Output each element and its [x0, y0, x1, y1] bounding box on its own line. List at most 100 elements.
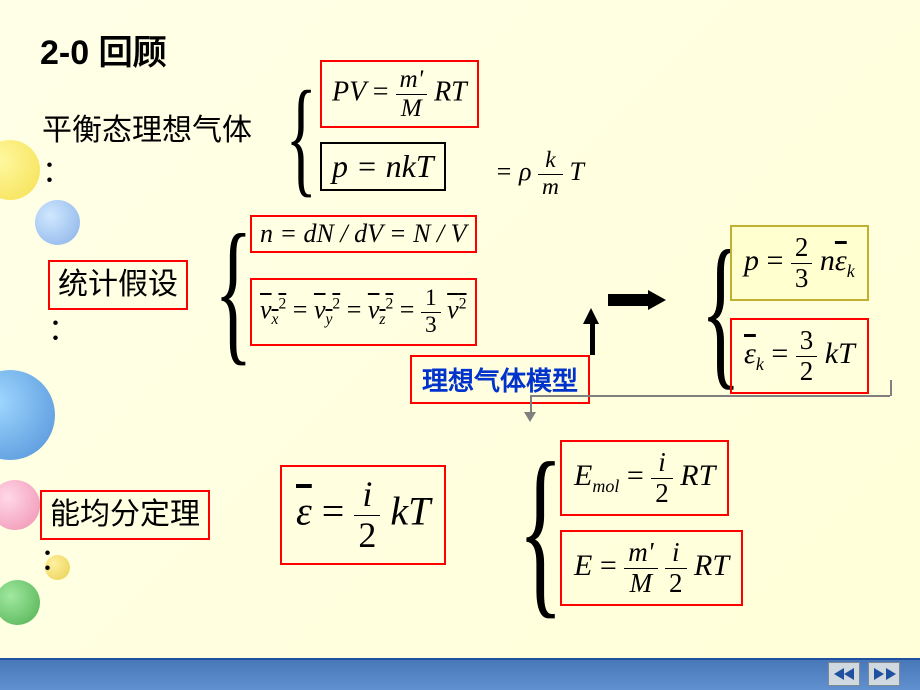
ideal-model-text: 理想气体模型: [422, 366, 578, 396]
e: E: [574, 459, 592, 492]
colon: ：: [48, 314, 78, 347]
formula-pv-rt: PV = m'M RT: [320, 60, 479, 128]
num: 2: [791, 233, 813, 264]
num: 1: [421, 286, 441, 313]
label-box: 统计假设: [48, 260, 188, 310]
connector-line: [530, 395, 890, 397]
colon: ：: [42, 156, 72, 189]
den: m: [538, 175, 563, 201]
formula-eps-ikt: ε = i2 kT: [280, 465, 446, 565]
chevron-left-icon: [834, 668, 844, 680]
den: M: [396, 95, 428, 123]
e: E: [574, 549, 592, 582]
decor-bubble: [0, 370, 55, 460]
formula-box: ε = i2 kT: [280, 465, 446, 565]
p: p: [744, 244, 759, 277]
colon: ：: [40, 544, 70, 577]
statistical-text: 统计假设: [58, 268, 178, 301]
num: k: [538, 148, 563, 175]
brace-icon: {: [214, 210, 252, 370]
equipartition-text: 能均分定理: [50, 498, 200, 531]
eps: ε: [296, 488, 312, 533]
decor-bubble: [0, 480, 40, 530]
formula-eps-kt: εk = 32 kT: [730, 318, 869, 394]
num: i: [665, 538, 687, 569]
formula-p-nkt: p = nkT: [320, 142, 446, 191]
den: 2: [651, 479, 673, 509]
chevron-right-icon: [874, 668, 884, 680]
eq: =: [767, 244, 784, 277]
equilibrium-text: 平衡态理想气体: [42, 114, 252, 147]
rt: RT: [694, 549, 729, 582]
formula-part: PV: [332, 77, 366, 108]
label-box: 能均分定理: [40, 490, 210, 540]
num: i: [354, 475, 380, 516]
sub: z: [379, 311, 385, 328]
formula-e-total: E = m'M i2 RT: [560, 530, 743, 606]
formula-n-dn: n = dN / dV = N / V: [250, 215, 477, 253]
chevron-right-icon: [886, 668, 896, 680]
formula-box: PV = m'M RT: [320, 60, 479, 128]
formula-text: n = dN / dV = N / V: [260, 219, 467, 248]
sub: x: [272, 311, 279, 328]
eq: =: [600, 549, 617, 582]
kt: kT: [390, 488, 430, 533]
sup: 2: [278, 296, 286, 313]
formula-box: Emol = i2 RT: [560, 440, 729, 516]
page-title: 2-0 回顾: [40, 25, 167, 74]
decor-bubble: [35, 200, 80, 245]
sub: y: [325, 311, 332, 328]
v: v: [447, 295, 459, 324]
num: m': [624, 538, 657, 569]
den: 2: [796, 357, 818, 387]
formula-box: vx2 = vy2 = vz2 = 13 v2: [250, 278, 477, 346]
sub: k: [756, 354, 764, 374]
statistical-label: 统计假设 ：: [48, 260, 188, 352]
arrow-up-icon: [583, 308, 599, 324]
decor-bubble: [0, 140, 40, 200]
kt: kT: [825, 337, 855, 370]
den: 3: [791, 264, 813, 294]
formula-emol: Emol = i2 RT: [560, 440, 729, 516]
formula-part: T: [569, 157, 583, 186]
formula-part: = ρ: [495, 157, 532, 186]
eq: =: [771, 337, 788, 370]
brace-icon: {: [286, 72, 317, 202]
v: v: [368, 295, 380, 324]
decor-bubble: [0, 580, 40, 625]
formula-part: RT: [434, 77, 467, 108]
arrow-down-icon: [524, 412, 536, 422]
den: 3: [421, 313, 441, 339]
formula-text: p = nkT: [332, 148, 434, 184]
num: m': [396, 66, 428, 95]
den: 2: [354, 516, 380, 556]
nav-prev-button[interactable]: [828, 662, 860, 686]
num: 3: [796, 326, 818, 357]
brace-icon: {: [518, 435, 564, 625]
formula-vxyz: vx2 = vy2 = vz2 = 13 v2: [250, 278, 477, 346]
sup: 2: [332, 296, 340, 313]
den: 2: [665, 569, 687, 599]
v: v: [314, 295, 326, 324]
formula-box: εk = 32 kT: [730, 318, 869, 394]
formula-p-neps: p = 23 nεk: [730, 225, 869, 301]
formula-rho: = ρ km T: [495, 148, 584, 200]
formula-box: n = dN / dV = N / V: [250, 215, 477, 253]
rt: RT: [680, 459, 715, 492]
formula-box: E = m'M i2 RT: [560, 530, 743, 606]
sup: 2: [386, 296, 394, 313]
formula-box: p = 23 nεk: [730, 225, 869, 301]
eq: =: [627, 459, 644, 492]
sup: 2: [459, 296, 467, 313]
den: M: [624, 569, 657, 599]
num: i: [651, 448, 673, 479]
chevron-left-icon: [844, 668, 854, 680]
eq: =: [322, 488, 345, 533]
sub: mol: [592, 476, 619, 496]
nav-next-button[interactable]: [868, 662, 900, 686]
arrow-stem: [590, 320, 595, 355]
equipartition-label: 能均分定理 ：: [40, 490, 210, 582]
connector-line: [890, 380, 892, 396]
v: v: [260, 295, 272, 324]
eq: =: [373, 77, 389, 108]
